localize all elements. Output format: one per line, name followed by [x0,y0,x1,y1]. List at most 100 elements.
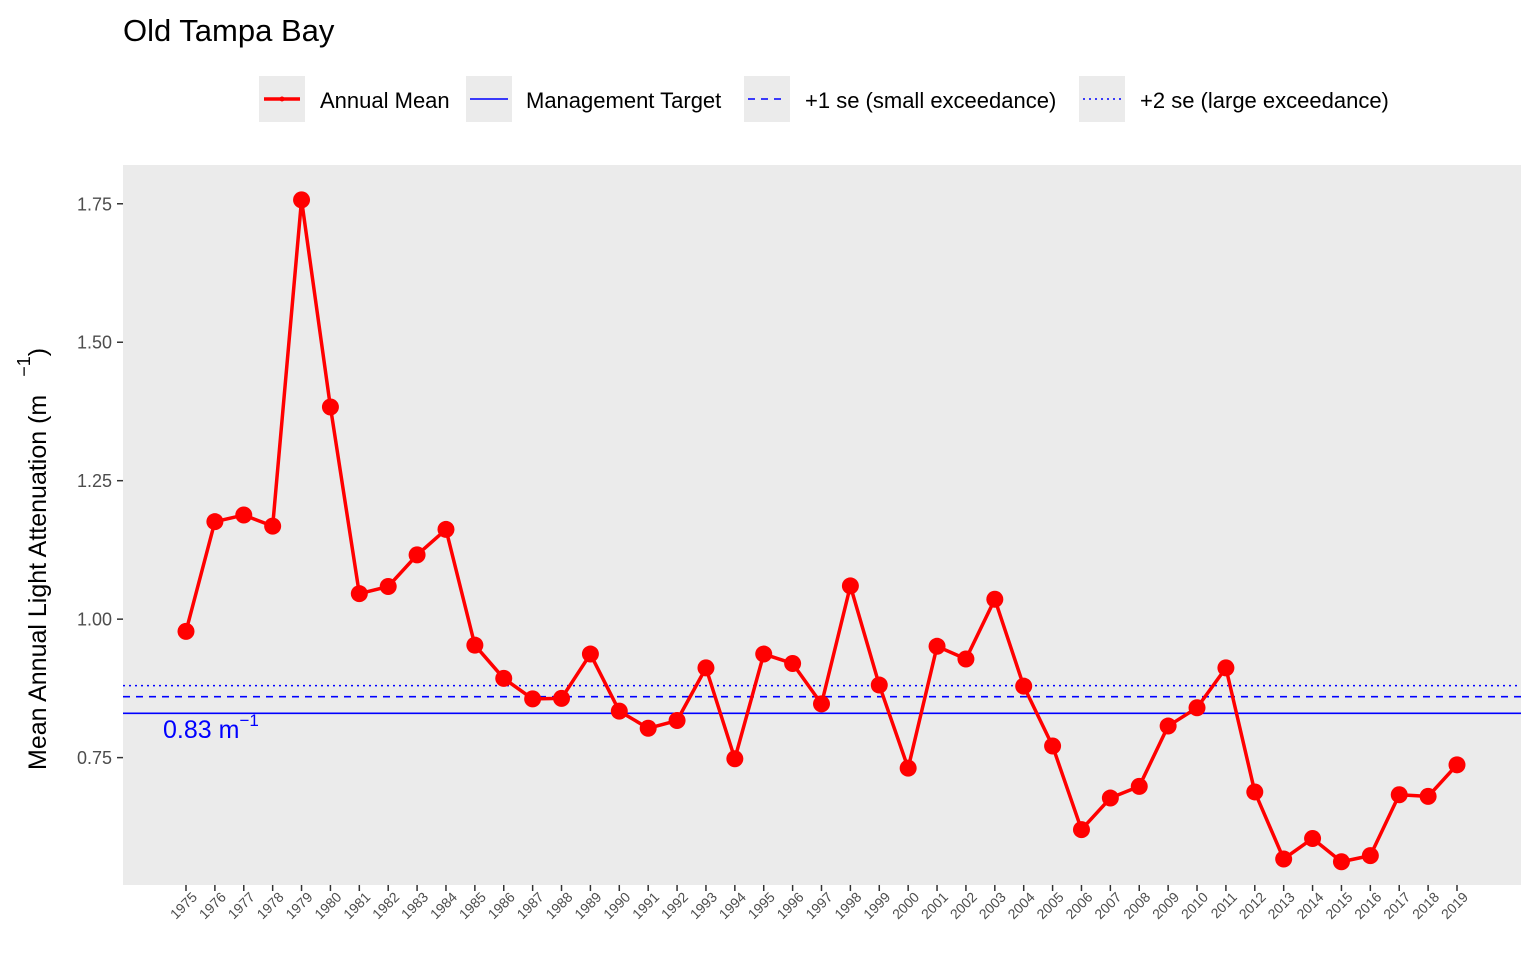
data-point [1072,821,1090,839]
y-tick-label: 0.75 [77,748,112,768]
data-point [1332,853,1350,871]
x-tick-label: 2000 [889,889,922,922]
x-tick-label: 1995 [745,889,778,922]
x-tick-label: 1991 [629,889,662,922]
data-point [321,398,339,416]
x-tick-label: 1987 [513,889,546,922]
data-point [928,637,946,655]
legend-label-plus2-se: +2 se (large exceedance) [1140,88,1389,113]
target-annotation-superscript: −1 [239,711,258,730]
x-tick-label: 2018 [1409,889,1442,922]
data-point [610,702,628,720]
x-tick-label: 2005 [1033,889,1066,922]
x-tick-label: 1998 [831,889,864,922]
data-point [581,645,599,663]
data-point [899,759,917,777]
data-point [1101,789,1119,807]
x-tick-label: 2004 [1004,889,1037,922]
x-tick-label: 1985 [456,889,489,922]
x-tick-label: 1996 [773,889,806,922]
x-tick-label: 2009 [1149,889,1182,922]
y-tick-label: 1.00 [77,610,112,630]
x-tick-label: 2003 [976,889,1009,922]
data-point [726,750,744,768]
legend: Annual Mean Management Target +1 se (sma… [259,76,1389,122]
data-point [206,513,224,531]
x-tick-label: 2011 [1207,889,1240,922]
x-tick-label: 1990 [600,889,633,922]
legend-label-plus1-se: +1 se (small exceedance) [805,88,1056,113]
data-point [986,590,1004,608]
data-point [553,689,571,707]
data-point [870,676,888,694]
data-point [841,577,859,595]
x-tick-label: 2017 [1380,889,1413,922]
x-tick-label: 1994 [716,889,749,922]
data-point [957,650,975,668]
x-tick-label: 1980 [311,889,344,922]
data-point [264,517,282,535]
data-point [466,636,484,654]
data-point [1390,786,1408,804]
x-tick-label: 2006 [1062,889,1095,922]
legend-item-annual-mean: Annual Mean [259,76,450,122]
plot-panel [123,165,1521,885]
x-tick-label: 2008 [1120,889,1153,922]
y-tick-label: 1.25 [77,471,112,491]
legend-item-management-target: Management Target [466,76,721,122]
x-tick-label: 1976 [196,889,229,922]
data-point [350,585,368,603]
x-tick-label: 1981 [340,889,373,922]
x-tick-label: 1984 [427,889,460,922]
x-tick-label: 2014 [1293,889,1326,922]
legend-item-plus1-se: +1 se (small exceedance) [744,76,1056,122]
data-point [1361,847,1379,865]
data-point [379,577,397,595]
data-point [1159,717,1177,735]
y-tick-label: 1.75 [77,194,112,214]
legend-point-annual-mean [279,96,285,102]
x-tick-label: 2001 [918,889,951,922]
y-axis-title-superscript: −1 [14,356,34,377]
data-point [235,506,253,524]
target-annotation-text: 0.83 m [163,716,239,744]
y-axis-title-close: ) [24,348,52,356]
legend-item-plus2-se: +2 se (large exceedance) [1079,76,1389,122]
data-point [437,520,455,538]
x-tick-label: 2007 [1091,889,1124,922]
x-tick-label: 1988 [542,889,575,922]
data-point [495,669,513,687]
x-tick-label: 1997 [802,889,835,922]
chart-title: Old Tampa Bay [123,13,335,48]
data-point [697,659,715,677]
data-point [1304,829,1322,847]
x-tick-label: 2015 [1322,889,1355,922]
legend-label-management-target: Management Target [526,88,721,113]
data-point [1275,850,1293,868]
data-point [293,191,311,209]
data-point [524,690,542,708]
y-axis-title-main: Mean Annual Light Attenuation (m [24,395,52,770]
data-point [755,645,773,663]
x-tick-label: 1979 [282,889,315,922]
y-tick-label: 1.50 [77,333,112,353]
x-tick-label: 1982 [369,889,402,922]
series-annual-mean [177,191,1466,871]
reference-lines [123,684,1521,715]
x-tick-label: 1986 [485,889,518,922]
data-point [813,695,830,713]
data-point [177,622,195,640]
data-point [784,654,802,672]
data-point [1448,756,1466,774]
data-point [1044,737,1062,755]
x-tick-label: 1975 [167,889,200,922]
x-tick-label: 2012 [1236,889,1269,922]
x-tick-label: 2002 [947,889,980,922]
x-tick-label: 2013 [1264,889,1297,922]
x-tick-label: 2019 [1438,889,1471,922]
data-point [408,546,426,564]
x-tick-label: 1989 [571,889,604,922]
data-point [1246,783,1264,801]
x-tick-label: 1977 [225,889,258,922]
data-point [639,719,657,737]
